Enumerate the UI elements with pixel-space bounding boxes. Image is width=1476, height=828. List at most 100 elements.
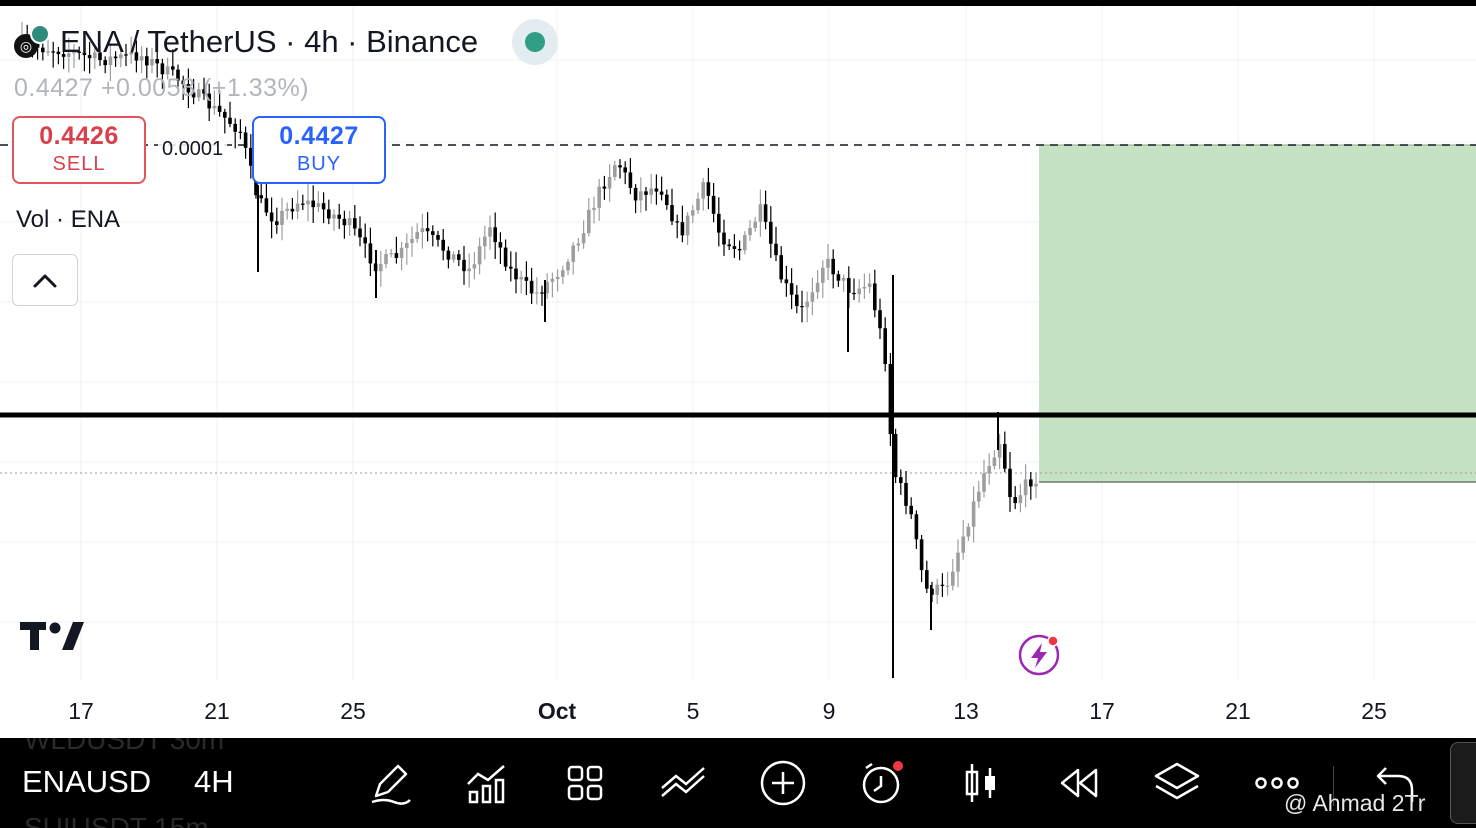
candle-body xyxy=(431,231,435,235)
candle-body xyxy=(275,221,279,225)
candle-body xyxy=(181,80,185,85)
candle-body xyxy=(119,54,123,59)
candle-body xyxy=(893,434,898,478)
buy-button[interactable]: 0.4427 BUY xyxy=(252,116,386,184)
candle-body xyxy=(795,294,799,307)
candle-body xyxy=(945,585,950,587)
chart-title[interactable]: ENA / TetherUS · 4h · Binance xyxy=(60,24,479,59)
candle-body xyxy=(171,66,175,70)
candle-body xyxy=(524,277,529,281)
candle-body xyxy=(784,279,789,284)
candle-body xyxy=(696,198,700,211)
candle-body xyxy=(925,570,929,589)
candle-body xyxy=(363,237,367,244)
candle-body xyxy=(992,457,997,466)
toolbar-divider xyxy=(1333,766,1334,806)
candle-body xyxy=(654,188,659,192)
price-chart[interactable]: 17 21 25 Oct 5 9 13 17 21 25 xyxy=(0,6,1476,738)
tradingview-logo-icon[interactable] xyxy=(18,616,88,656)
collapse-legend-button[interactable] xyxy=(12,254,78,306)
live-status-icon[interactable] xyxy=(512,19,558,65)
candle-body xyxy=(722,232,726,245)
candle-body xyxy=(914,514,919,540)
candle-body xyxy=(831,258,835,275)
candle-body xyxy=(61,54,66,57)
candle-body xyxy=(379,264,383,272)
candle-body xyxy=(971,501,976,527)
candle-body xyxy=(1003,444,1007,469)
candle-body xyxy=(529,280,534,294)
drawing-tools-icon[interactable] xyxy=(658,758,708,808)
layers-icon[interactable] xyxy=(1152,758,1202,808)
candle-body xyxy=(748,227,752,236)
candle-body xyxy=(680,222,685,236)
alert-clock-icon[interactable] xyxy=(856,758,906,808)
chart-grid xyxy=(0,6,1476,680)
undo-icon[interactable] xyxy=(1370,758,1420,808)
candle-body xyxy=(711,195,716,214)
candle-body xyxy=(295,203,300,212)
symbol-button[interactable]: ENAUSD xyxy=(22,764,152,799)
candle-body xyxy=(717,213,721,233)
candle-body xyxy=(425,228,430,232)
sell-button[interactable]: 0.4426 SELL xyxy=(12,116,146,184)
candle-body xyxy=(264,198,269,213)
timeframe-button[interactable]: 4H xyxy=(194,764,234,799)
replay-icon[interactable] xyxy=(1054,758,1104,808)
candle-body xyxy=(51,51,55,53)
candle-body xyxy=(259,195,263,199)
candle-body xyxy=(217,105,222,112)
candle-body xyxy=(311,200,315,208)
candle-body xyxy=(389,253,393,255)
candle-body xyxy=(332,214,336,219)
candle-body xyxy=(597,186,601,208)
candle-body xyxy=(155,59,159,64)
layout-grid-icon[interactable] xyxy=(560,758,610,808)
bottom-toolbar: WLDUSDT 30m SUIUSDT 15m ENAUSD 4H xyxy=(0,738,1476,828)
candle-body xyxy=(805,301,809,308)
lightning-icon[interactable] xyxy=(1016,632,1062,678)
candle-body xyxy=(113,56,118,59)
candle-body xyxy=(800,306,804,308)
candle-body xyxy=(503,247,508,267)
candle-body xyxy=(394,253,399,258)
x-axis: 17 21 25 Oct 5 9 13 17 21 25 xyxy=(68,698,1387,724)
candle-body xyxy=(1018,495,1023,504)
candle-body xyxy=(836,274,841,281)
candle-body xyxy=(446,250,451,260)
candle-body xyxy=(623,167,627,173)
candle-body xyxy=(571,245,575,262)
candle-body xyxy=(186,84,191,93)
candle-body xyxy=(87,55,92,59)
buy-price: 0.4427 xyxy=(279,122,359,150)
candle-body xyxy=(904,483,908,506)
long-position-zone[interactable] xyxy=(1039,145,1476,482)
add-icon[interactable] xyxy=(758,758,808,808)
candle-body xyxy=(477,246,482,265)
candle-body xyxy=(852,292,856,295)
candle-body xyxy=(243,132,248,148)
draw-pen-icon[interactable] xyxy=(364,758,414,808)
candle-body xyxy=(878,310,882,329)
candle-body xyxy=(290,208,295,212)
x-tick-label: 17 xyxy=(68,698,94,724)
candle-body xyxy=(789,283,794,295)
candle-body xyxy=(633,187,638,201)
candle-body xyxy=(176,69,180,81)
candle-body xyxy=(815,282,820,293)
candle-body xyxy=(368,243,373,264)
volume-indicator-label[interactable]: Vol · ENA xyxy=(16,206,121,233)
more-icon[interactable] xyxy=(1252,758,1302,808)
candle-body xyxy=(550,278,555,282)
candle-body xyxy=(691,210,695,216)
candle-body xyxy=(150,59,154,66)
candle-body xyxy=(228,117,232,124)
candle-body xyxy=(618,165,622,168)
candle-body xyxy=(883,328,887,365)
candle-type-icon[interactable] xyxy=(956,758,1006,808)
indicators-icon[interactable] xyxy=(462,758,512,808)
side-panel-tab[interactable] xyxy=(1450,742,1476,824)
candle-body xyxy=(269,212,274,222)
candle-body xyxy=(826,258,830,268)
candle-body xyxy=(644,191,648,195)
